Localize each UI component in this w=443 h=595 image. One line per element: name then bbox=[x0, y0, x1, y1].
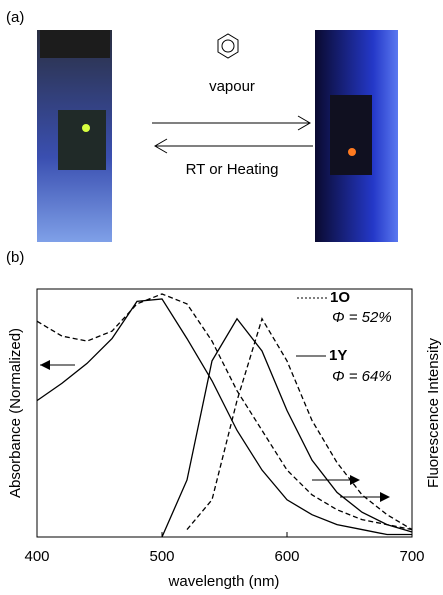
y2-axis-label: Fluorescence Intensity bbox=[425, 337, 442, 488]
axis-arrow-head bbox=[40, 360, 50, 370]
y-axis-label: Absorbance (Normalized) bbox=[7, 328, 24, 498]
x-tick-label: 600 bbox=[274, 548, 299, 565]
legend-yield: Φ = 52% bbox=[332, 309, 392, 326]
x-axis-label: wavelength (nm) bbox=[168, 573, 280, 590]
x-tick-label: 400 bbox=[24, 548, 49, 565]
series-line bbox=[36, 293, 413, 531]
legend-label: 1Y bbox=[329, 347, 347, 364]
photo-spot bbox=[348, 148, 356, 156]
panel-label: (a) bbox=[6, 9, 24, 26]
legend-yield: Φ = 64% bbox=[332, 368, 392, 385]
axis-arrow-head bbox=[350, 475, 360, 485]
series-line bbox=[161, 317, 413, 538]
photo-cap bbox=[40, 30, 110, 58]
panel-label: (b) bbox=[6, 249, 24, 266]
x-tick-label: 700 bbox=[399, 548, 424, 565]
legend-label: 1O bbox=[330, 289, 350, 306]
x-tick-label: 500 bbox=[149, 548, 174, 565]
arrow-head bbox=[297, 115, 311, 131]
photo-paper bbox=[58, 110, 106, 170]
arrow-head bbox=[154, 138, 168, 154]
photo-spot bbox=[82, 124, 90, 132]
series-line bbox=[186, 317, 413, 531]
benzene bbox=[217, 33, 239, 59]
forward-label: vapour bbox=[209, 78, 255, 95]
benzene-ring bbox=[221, 39, 235, 53]
axis-arrow-head bbox=[380, 492, 390, 502]
reverse-label: RT or Heating bbox=[186, 161, 279, 178]
plot-frame bbox=[36, 288, 413, 538]
series-line bbox=[36, 298, 412, 536]
photo-paper bbox=[330, 95, 372, 175]
